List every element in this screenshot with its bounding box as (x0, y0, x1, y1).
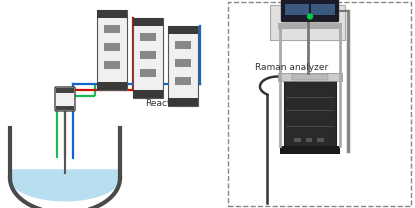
Bar (104, 61, 120, 69)
Bar (228, 2, 411, 206)
Bar (175, 41, 191, 49)
Bar (285, 4, 309, 15)
Bar (97, 10, 127, 90)
Bar (56, 88, 74, 93)
Bar (278, 22, 342, 28)
Text: Raman analyzer: Raman analyzer (255, 63, 328, 73)
FancyBboxPatch shape (281, 0, 339, 21)
Bar (280, 146, 340, 154)
Bar (133, 90, 163, 98)
Circle shape (308, 14, 312, 19)
Bar (140, 33, 156, 41)
Text: Reactor: Reactor (145, 99, 180, 108)
Bar (306, 137, 312, 141)
Bar (133, 18, 163, 26)
Bar (140, 51, 156, 59)
FancyBboxPatch shape (55, 87, 75, 111)
Bar (311, 4, 335, 15)
Bar (168, 98, 198, 106)
Bar (97, 10, 127, 18)
Bar (168, 26, 198, 34)
Bar (56, 106, 74, 110)
Bar (133, 18, 163, 98)
Bar (140, 69, 156, 77)
Bar (270, 5, 345, 40)
Bar (284, 80, 336, 146)
Bar (292, 74, 328, 79)
Bar (294, 137, 300, 141)
Bar (317, 137, 324, 141)
Bar (97, 82, 127, 90)
Polygon shape (10, 170, 120, 201)
Bar (175, 77, 191, 85)
Bar (104, 25, 120, 33)
Bar (278, 73, 342, 80)
Bar (168, 26, 198, 106)
Bar (104, 43, 120, 51)
Bar (175, 59, 191, 67)
